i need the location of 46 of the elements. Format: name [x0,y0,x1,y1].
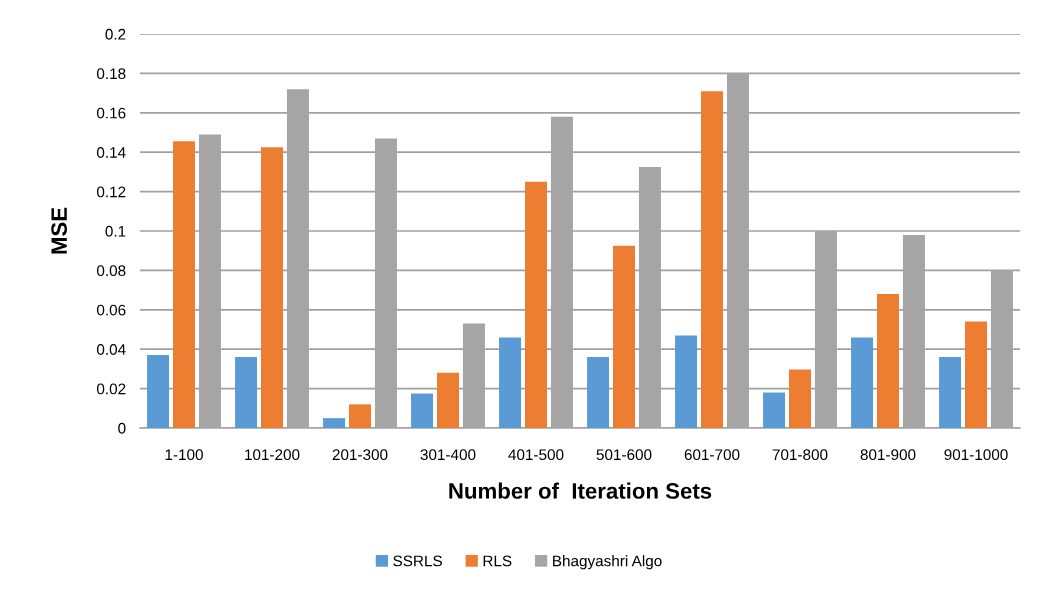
bar [173,141,195,428]
y-tick-label: 0.14 [96,147,126,158]
bar [939,357,962,428]
x-tick-label: 801-900 [860,449,916,461]
y-tick-label: 0 [118,422,126,434]
y-tick-label: 0.12 [96,186,126,198]
y-tick-label: 0.16 [96,107,126,119]
legend-label: SSRLS [393,555,442,567]
bar [349,404,371,428]
y-tick-label: 0.18 [96,68,126,80]
y-tick-label: 0.06 [96,304,126,316]
bar [411,393,434,428]
x-tick-label: 301-400 [420,449,476,461]
bar [789,369,811,428]
bar [525,181,547,428]
x-tick-label: 501-600 [596,449,652,461]
y-tick-label: 0.2 [105,28,126,40]
bar [763,392,786,428]
y-tick-label: 0.02 [96,383,126,395]
bar [261,147,283,428]
bar [147,355,170,428]
legend-label: Bhagyashri Algo [553,555,662,570]
x-tick-label: 101-200 [245,449,300,461]
bar [851,337,874,428]
x-tick-label: 901-1000 [944,449,1008,461]
legend-label: RLS [483,555,512,567]
bar [587,357,610,428]
bar [965,321,987,428]
x-tick-label: 701-800 [772,449,828,461]
x-tick-label: 401-500 [508,449,564,461]
y-tick-label: 0.1 [105,225,126,237]
bar [499,337,522,428]
bar [701,91,723,428]
y-tick-label: 0.08 [96,265,126,277]
bar [235,357,258,428]
x-tick-label: 1-100 [165,449,203,461]
y-tick-label: 0.04 [96,344,126,355]
x-tick-label: 201-300 [332,449,388,461]
y-axis-title: MSE [51,207,67,254]
bar [675,335,698,428]
bar [323,418,346,428]
bar [613,245,635,428]
bar [437,372,459,428]
bar [877,294,899,428]
x-axis-title: Number of Iteration Sets [449,482,712,499]
x-tick-label: 601-700 [684,449,740,461]
